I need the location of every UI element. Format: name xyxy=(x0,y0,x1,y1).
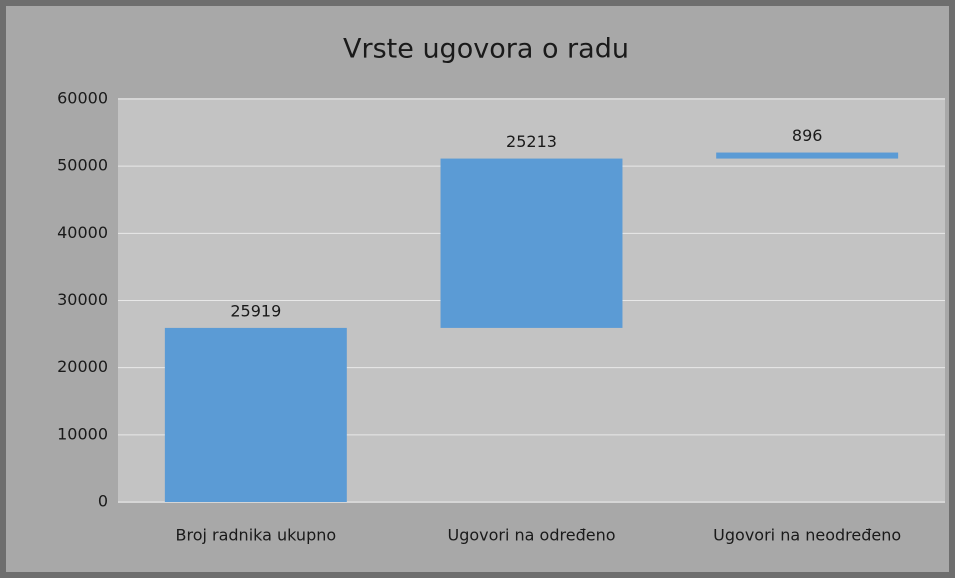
data-label: 25213 xyxy=(506,132,557,151)
bar xyxy=(716,152,899,159)
y-tick-label: 0 xyxy=(98,492,108,511)
data-label: 25919 xyxy=(230,301,281,320)
data-label: 896 xyxy=(792,126,823,145)
chart-title: Vrste ugovora o radu xyxy=(343,34,629,65)
x-tick-label: Broj radnika ukupno xyxy=(175,526,336,545)
x-tick-label: Ugovori na određeno xyxy=(448,526,616,545)
y-tick-label: 30000 xyxy=(57,290,108,309)
y-tick-label: 60000 xyxy=(57,89,108,108)
y-tick-label: 20000 xyxy=(57,357,108,376)
y-tick-label: 10000 xyxy=(57,424,108,443)
y-tick-label: 50000 xyxy=(57,156,108,175)
bar xyxy=(440,158,623,328)
bar xyxy=(164,327,347,502)
x-tick-label: Ugovori na neodređeno xyxy=(713,526,901,545)
y-tick-label: 40000 xyxy=(57,223,108,242)
